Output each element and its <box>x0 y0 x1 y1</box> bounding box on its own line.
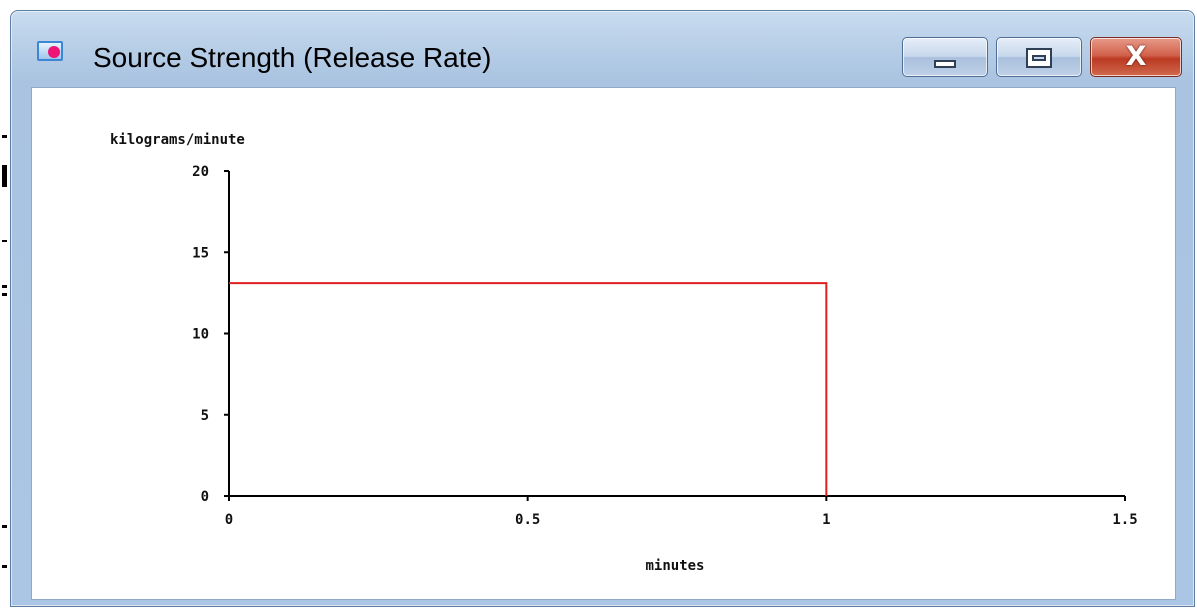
y-tick-label: 5 <box>201 408 209 424</box>
release-rate-line <box>229 282 828 496</box>
axis-ticks: 0 5 10 15 20 0 0.5 1 1.5 <box>192 164 1138 528</box>
axes <box>228 171 1125 497</box>
y-tick-label: 0 <box>201 489 209 505</box>
background-window-edge <box>0 0 10 609</box>
close-icon: X <box>1125 41 1147 72</box>
minimize-button[interactable] <box>902 37 988 77</box>
x-axis-label: minutes <box>645 558 704 574</box>
title-bar[interactable]: Source Strength (Release Rate) X <box>11 11 1194 87</box>
x-tick-label: 1.5 <box>1112 512 1137 528</box>
minimize-icon <box>934 60 956 68</box>
window-title: Source Strength (Release Rate) <box>93 42 492 73</box>
source-strength-window: Source Strength (Release Rate) X kilogra… <box>10 10 1195 607</box>
x-tick-label: 1 <box>822 512 830 528</box>
close-button[interactable]: X <box>1090 37 1182 77</box>
maximize-button[interactable] <box>996 37 1082 77</box>
release-rate-chart: kilograms/minute minutes 0 5 10 15 20 0 0.5 1 1.… <box>110 132 1138 574</box>
maximize-icon <box>1026 48 1052 68</box>
y-tick-label: 15 <box>192 245 209 261</box>
x-tick-label: 0 <box>225 512 233 528</box>
y-axis-label: kilograms/minute <box>110 132 245 148</box>
y-tick-label: 20 <box>192 164 209 180</box>
chart-area: kilograms/minute minutes 0 5 10 15 20 0 0.5 1 1.… <box>31 87 1176 600</box>
app-icon-dot <box>48 46 60 58</box>
series-group <box>229 282 828 496</box>
x-tick-label: 0.5 <box>515 512 540 528</box>
y-tick-label: 10 <box>192 327 209 343</box>
chart-window-icon[interactable] <box>37 41 63 61</box>
